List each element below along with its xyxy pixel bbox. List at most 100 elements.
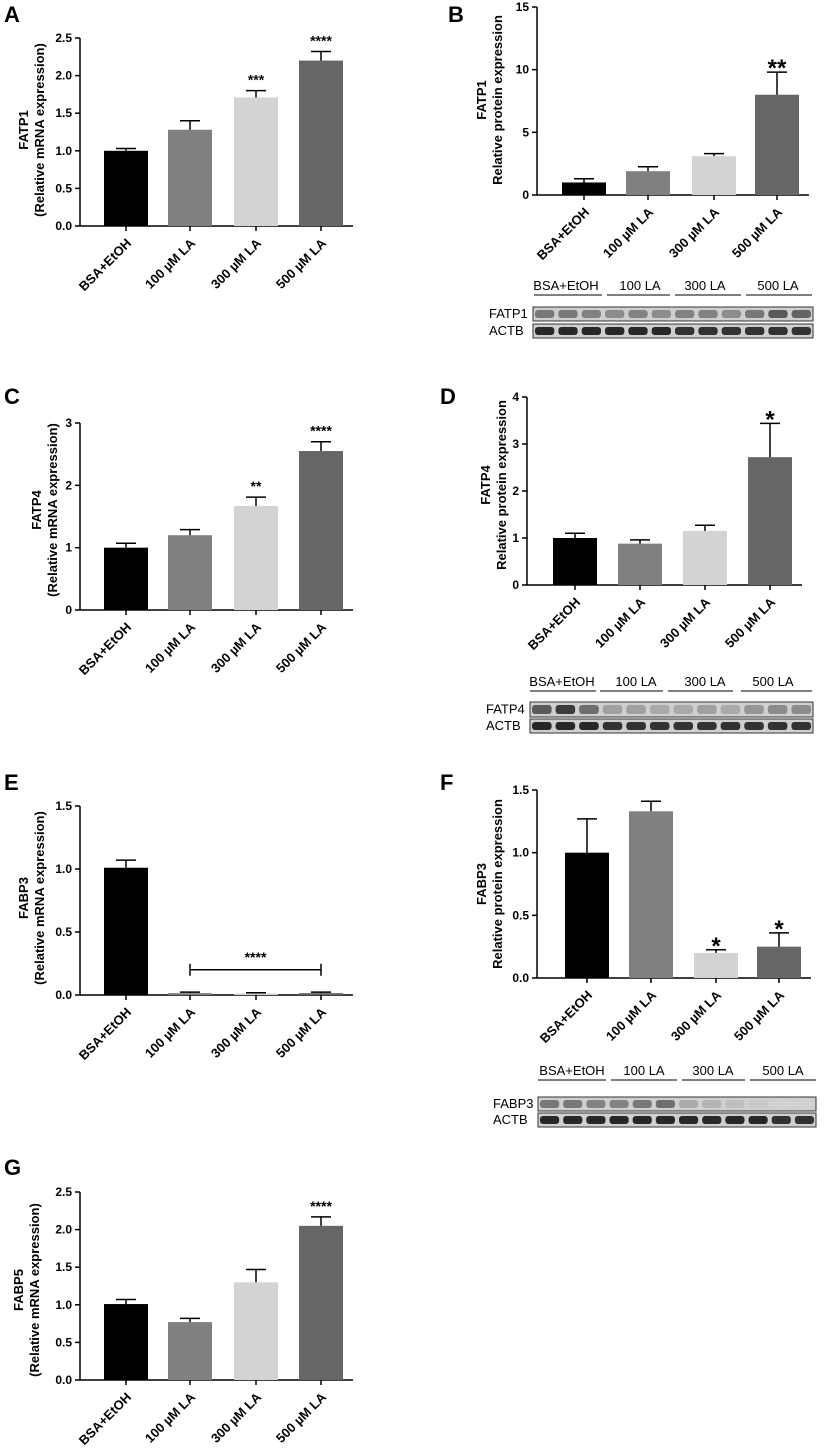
blot-strip [529, 718, 814, 734]
blot-strip [529, 701, 814, 718]
bar [694, 952, 738, 978]
bar [692, 156, 736, 195]
x-tick-label: BSA+EtOH [537, 988, 595, 1046]
blot-band [721, 310, 741, 318]
y-tick-label: 1.5 [512, 783, 529, 797]
x-tick-label: 500 µM LA [273, 1004, 330, 1061]
blot-row-label: FATP4 [486, 702, 525, 717]
significance-marker: **** [310, 33, 332, 49]
significance-marker: **** [310, 423, 332, 439]
blot-band [745, 310, 765, 318]
significance-marker: * [765, 406, 775, 433]
bar [234, 505, 278, 610]
significance-marker: **** [245, 949, 267, 965]
x-tick-label: 100 µM LA [592, 594, 649, 651]
x-tick-label: 100 µM LA [142, 619, 199, 676]
y-axis-title: FATP4 [478, 464, 493, 504]
blot-band [540, 1100, 560, 1108]
blot-band [791, 327, 811, 335]
y-axis-title: Relative protein expression [490, 15, 505, 185]
panel-label: C [4, 384, 20, 409]
blot-band [697, 722, 717, 730]
y-tick-label: 0.5 [55, 1335, 72, 1349]
y-tick-label: 1.0 [512, 846, 529, 860]
significance-marker: ** [251, 478, 262, 494]
y-axis-title: (Relative mRNA expression) [45, 423, 60, 597]
bar [629, 811, 673, 978]
blot-band [767, 705, 788, 714]
blot-row-label: ACTB [486, 718, 521, 733]
y-tick-label: 1.5 [55, 799, 72, 813]
y-tick-label: 1.5 [55, 106, 72, 120]
y-axis-title: FABP3 [474, 863, 489, 905]
y-tick-label: 0.0 [512, 971, 529, 985]
blot-band [794, 1116, 814, 1124]
bar [565, 852, 609, 978]
y-tick-label: 0.5 [55, 181, 72, 195]
blot-band [609, 1100, 629, 1108]
panel-label: B [448, 2, 464, 27]
x-tick-label: 100 µM LA [600, 204, 657, 261]
bar [168, 535, 212, 610]
y-tick-label: 1.5 [55, 1260, 72, 1274]
blot-strip [537, 1112, 817, 1128]
x-tick-label: 100 µM LA [142, 1004, 199, 1061]
x-tick-label: 100 µM LA [603, 987, 660, 1044]
blot-band [767, 722, 788, 730]
blot-band [532, 722, 552, 730]
blot-group-label: 100 LA [619, 278, 661, 293]
blot-band [602, 705, 623, 714]
bar [104, 547, 148, 610]
blot-strip [537, 1096, 817, 1112]
blot-band [720, 705, 741, 714]
blot-group-label: BSA+EtOH [529, 674, 594, 689]
blot-band [697, 705, 717, 714]
y-tick-label: 2.0 [55, 69, 72, 83]
blot-band [558, 310, 578, 318]
bar [553, 538, 597, 585]
y-tick-label: 15 [516, 0, 530, 14]
significance-marker: * [711, 933, 721, 960]
bar [168, 1322, 212, 1380]
x-tick-label: 100 µM LA [142, 235, 199, 292]
panel-g: G FABP5 (Relative mRNA expression) 0.0 0.5 1.… [4, 1155, 353, 1448]
y-axis-title: FABP5 [11, 1269, 26, 1311]
bar [299, 60, 343, 227]
blot-group-label: 300 LA [684, 674, 726, 689]
panel-e: E FABP3 (Relative mRNA expression) 0.0 0.5 1.… [4, 770, 353, 1063]
significance-marker: ** [768, 55, 787, 82]
y-tick-label: 1.0 [55, 144, 72, 158]
x-tick-label: 500 µM LA [273, 619, 330, 676]
blot-band [721, 327, 741, 335]
blot-band [581, 310, 601, 318]
blot-band [748, 1116, 768, 1124]
bar [299, 993, 343, 995]
blot-band [771, 1100, 791, 1108]
blot-band [745, 327, 765, 335]
y-tick-label: 1 [512, 531, 519, 545]
x-tick-label: BSA+EtOH [534, 205, 592, 263]
blot-band [794, 1100, 814, 1108]
x-tick-label: BSA+EtOH [76, 1390, 134, 1448]
bar [104, 150, 148, 226]
blot-band [791, 722, 811, 730]
bar [299, 1225, 343, 1380]
x-tick-label: 500 µM LA [729, 204, 786, 261]
x-tick-label: 500 µM LA [273, 1389, 330, 1446]
y-axis-title: Relative protein expression [490, 799, 505, 969]
panel-label: E [4, 770, 19, 795]
blot-band [698, 327, 718, 335]
bar [757, 946, 801, 978]
bar [168, 129, 212, 226]
blot-band [532, 705, 552, 714]
blot-band [768, 310, 788, 318]
y-tick-label: 5 [522, 125, 529, 139]
y-tick-label: 3 [65, 416, 72, 430]
significance-marker: **** [310, 1198, 332, 1214]
y-axis-title: Relative protein expression [494, 400, 509, 570]
blot-group-label: 500 LA [757, 278, 799, 293]
